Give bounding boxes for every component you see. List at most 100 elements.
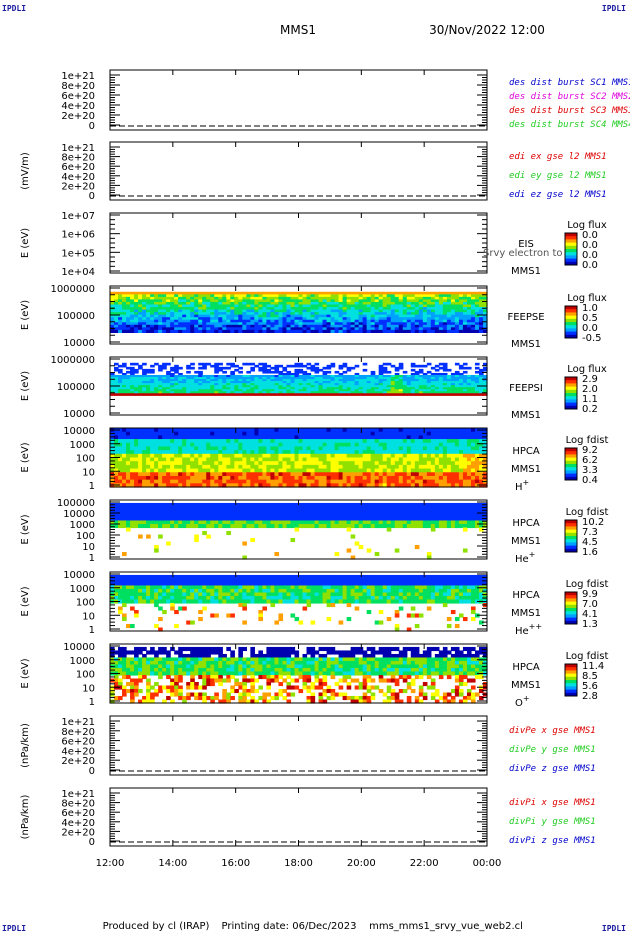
spectrogram-cell <box>218 391 223 394</box>
spectrogram-cell <box>426 314 432 318</box>
spectrogram-cell <box>202 442 207 448</box>
spectrogram-cell <box>230 453 235 459</box>
spectrogram-cell <box>246 479 251 484</box>
spectrogram-cell <box>430 446 436 451</box>
spectrogram-cell <box>258 468 263 473</box>
spectrogram-cell <box>438 362 444 366</box>
ytick-label: 1e+21 <box>61 143 95 154</box>
spectrogram-cell <box>282 516 288 522</box>
spectrogram-cell <box>274 374 280 378</box>
spectrogram-cell <box>458 322 464 326</box>
spectrogram-cell <box>330 379 336 382</box>
spectrogram-cell <box>234 322 239 326</box>
spectrogram-cell <box>406 450 412 455</box>
spectrogram-cell <box>230 464 235 470</box>
spectrogram-cell <box>350 374 356 378</box>
spectrogram-cell <box>342 364 348 368</box>
spectrogram-cell <box>426 319 432 323</box>
spectrogram-cell <box>402 435 408 440</box>
spectrogram-cell <box>318 520 324 525</box>
spectrogram-cell <box>294 516 300 522</box>
spectrogram-cell <box>306 464 312 470</box>
spectrogram-cell <box>302 314 308 318</box>
spectrogram-cell <box>346 502 352 508</box>
spectrogram-cell <box>334 513 340 518</box>
spectrogram-cell <box>294 475 300 481</box>
spectrogram-cell <box>306 439 312 444</box>
spectrogram-cell <box>294 431 300 436</box>
colorbar-segment <box>565 236 577 240</box>
spectrogram-cell <box>462 446 468 451</box>
colorbar-segment <box>565 389 577 394</box>
spectrogram-cell <box>138 374 143 378</box>
spectrogram-cell <box>286 304 292 308</box>
spectrogram-cell <box>314 317 320 321</box>
spectrogram-cell <box>334 301 340 306</box>
spectrogram-cell <box>434 304 440 308</box>
spectrogram-cell <box>466 457 472 462</box>
spectrogram-cell <box>334 439 340 444</box>
spectrogram-cell <box>262 516 268 522</box>
spectrogram-cell <box>386 453 392 459</box>
spectrogram-cell <box>326 391 332 394</box>
spectrogram-cell <box>314 307 320 311</box>
spectrogram-cell <box>434 475 440 481</box>
spectrogram-cell <box>198 377 203 380</box>
spectrogram-cell <box>382 324 388 328</box>
spectrogram-cell <box>362 483 368 488</box>
spectrogram-cell <box>310 307 316 311</box>
spectrogram-cell <box>466 483 472 488</box>
spectrogram-cell <box>318 461 324 466</box>
spectrogram-cell <box>414 372 420 376</box>
spectrogram-cell <box>398 324 404 328</box>
spectrogram-cell <box>186 483 191 488</box>
spectrogram-cell <box>162 379 167 382</box>
spectrogram-cell <box>414 317 420 321</box>
spectrogram-cell <box>450 312 456 316</box>
spectrogram-cell <box>270 299 276 303</box>
spectrogram-cell <box>318 475 324 481</box>
spectrogram-cell <box>146 453 151 459</box>
spectrogram-cell <box>322 304 328 308</box>
spectrogram-cell <box>150 446 155 451</box>
spectrogram-cell <box>146 439 151 444</box>
spectrogram-cell <box>246 377 251 380</box>
spectrogram-cell <box>462 317 468 321</box>
spectrogram-cell <box>394 372 400 376</box>
spectrogram-cell <box>390 391 396 394</box>
spectrogram-cell <box>458 309 464 313</box>
spectrogram-cell <box>246 509 251 515</box>
spectrogram-cell <box>422 377 428 380</box>
spectrogram-cell <box>290 391 296 394</box>
spectrogram-cell <box>358 457 364 462</box>
spectrogram-cell <box>222 457 227 462</box>
spectrogram-cell <box>126 509 131 515</box>
spectrogram-cell <box>434 387 440 390</box>
spectrogram-cell <box>462 294 468 298</box>
colorbar-segment <box>565 261 577 266</box>
spectrogram-cell <box>226 468 231 473</box>
spectrogram-cell <box>342 307 348 311</box>
spectrogram-cell <box>446 387 452 390</box>
spectrogram-cell <box>134 291 139 295</box>
spectrogram-cell <box>226 523 231 529</box>
spectrogram-cell <box>190 439 195 444</box>
spectrogram-cell <box>330 327 336 331</box>
spectrogram-cell <box>362 391 368 394</box>
spectrogram-cell <box>310 383 316 386</box>
spectrogram-cell <box>262 294 268 298</box>
spectrogram-cell <box>186 314 191 318</box>
spectrogram-cell <box>442 301 448 306</box>
spectrogram-cell <box>234 329 239 333</box>
spectrogram-cell <box>230 483 235 488</box>
spectrogram-cell <box>130 506 135 511</box>
spectrogram-cell <box>186 381 191 384</box>
spectrogram-cell <box>294 389 300 392</box>
spectrogram-cell <box>366 428 372 433</box>
spectrogram-cell <box>430 442 436 448</box>
spectrogram-cell <box>394 296 400 301</box>
spectrogram-cell <box>230 296 235 301</box>
spectrogram-cell <box>374 513 380 518</box>
spectrogram-cell <box>326 304 332 308</box>
